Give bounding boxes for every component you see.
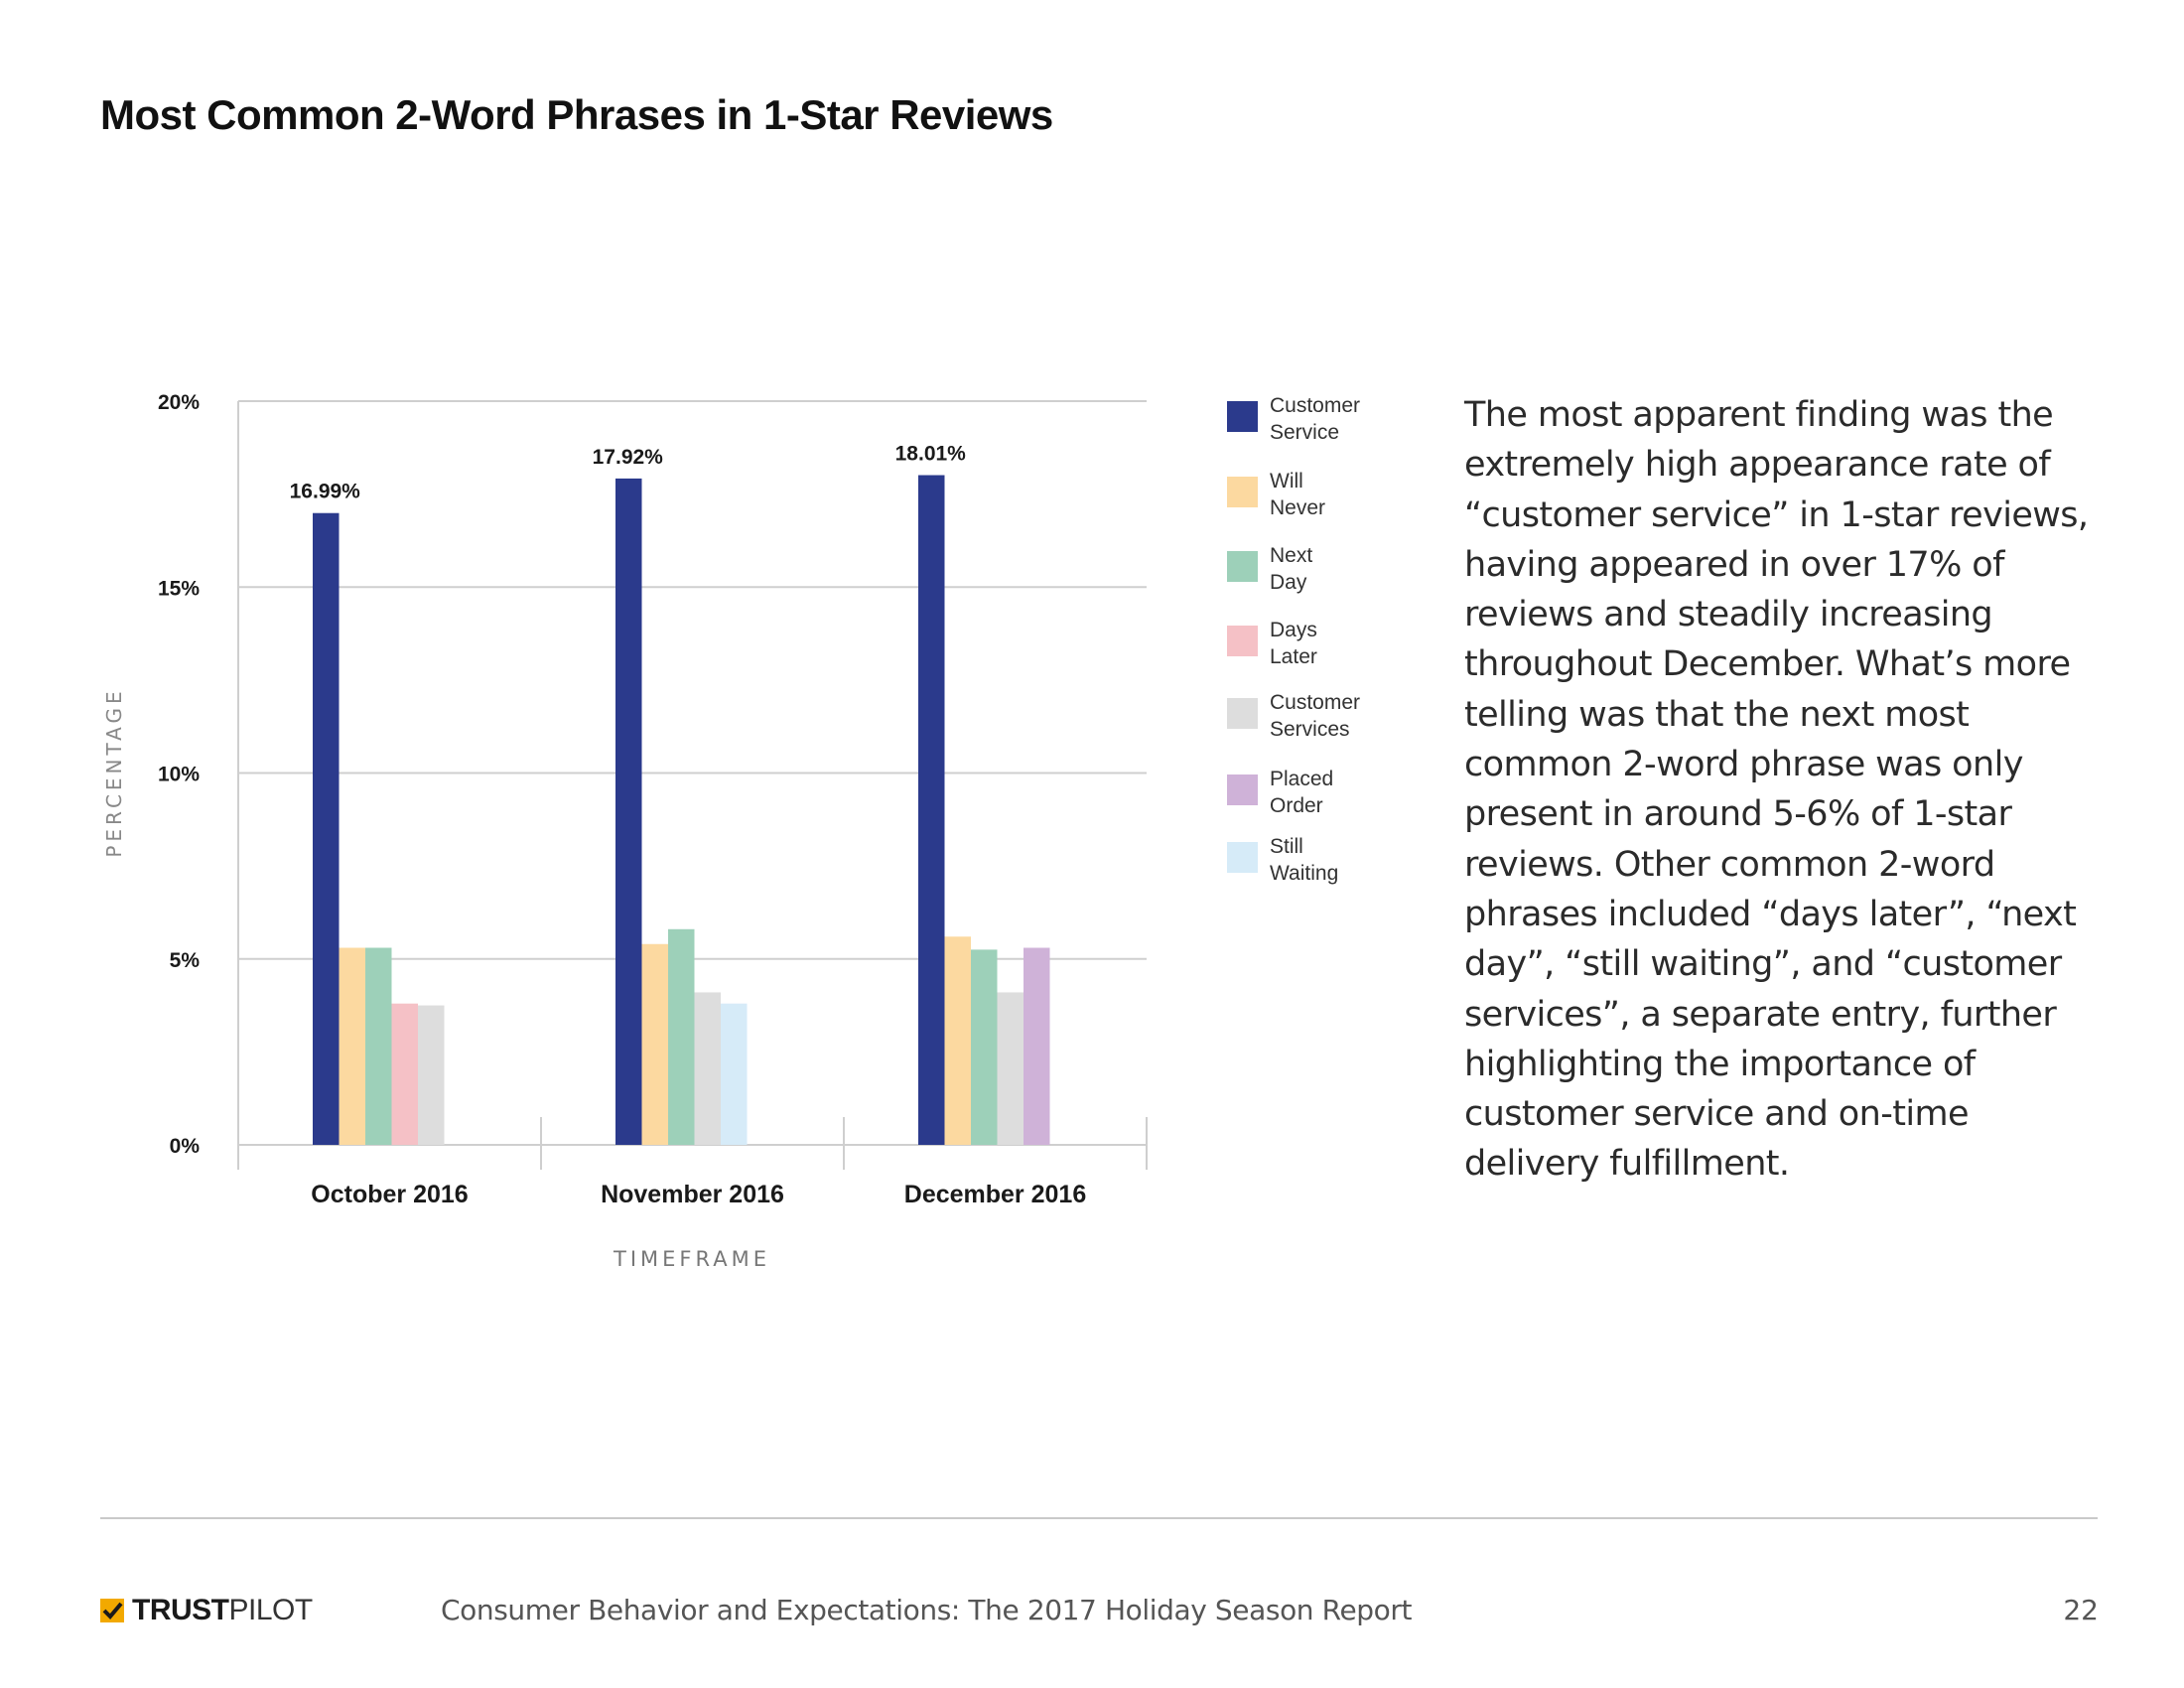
legend-swatch	[1227, 842, 1258, 873]
page-title: Most Common 2-Word Phrases in 1-Star Rev…	[100, 91, 1053, 138]
y-tick-label: 10%	[158, 764, 200, 786]
legend-item-placed-order: Placed Order	[1227, 766, 1399, 819]
bar	[641, 943, 668, 1145]
y-tick-label: 15%	[158, 577, 200, 600]
trustpilot-logo: TRUSTPILOT	[100, 1594, 313, 1627]
x-tick-label: October 2016	[311, 1181, 468, 1208]
legend-label: Still Waiting	[1270, 835, 1339, 885]
bar	[944, 936, 971, 1145]
bar	[391, 1003, 418, 1145]
bar	[694, 992, 721, 1145]
legend-label: Customer Service	[1270, 394, 1361, 444]
y-tick-label: 0%	[170, 1135, 201, 1158]
check-icon	[100, 1599, 124, 1622]
bar	[339, 947, 365, 1145]
legend-swatch	[1227, 698, 1258, 729]
legend-item-customer-service: Customer Service	[1227, 392, 1399, 446]
data-label: 16.99%	[290, 481, 361, 503]
chart-labels: 0% 5% 10% 15% 20% October 2016 November 2016 De…	[102, 391, 1086, 1271]
report-title: Consumer Behavior and Expectations: The …	[441, 1594, 1413, 1626]
legend-label: Next Day	[1270, 544, 1313, 594]
bar	[418, 1005, 445, 1145]
x-tick-label: November 2016	[601, 1181, 784, 1208]
logo-wordmark: TRUSTPILOT	[132, 1594, 313, 1626]
x-axis-title: TIMEFRAME	[613, 1247, 770, 1271]
legend-label: Placed Order	[1270, 768, 1334, 817]
data-label: 18.01%	[895, 443, 967, 466]
bar	[997, 992, 1024, 1145]
bar	[615, 478, 642, 1145]
bar	[668, 928, 695, 1145]
page-number: 22	[2063, 1594, 2099, 1626]
data-label: 17.92%	[593, 446, 664, 469]
legend-item-next-day: Next Day	[1227, 542, 1399, 596]
y-tick-label: 20%	[158, 391, 200, 414]
bar	[313, 512, 340, 1145]
legend-item-will-never: Will Never	[1227, 468, 1399, 521]
chart-bars	[313, 475, 1050, 1145]
legend-swatch	[1227, 551, 1258, 582]
legend-label: Days Later	[1270, 619, 1317, 668]
legend-item-customer-services: Customer Services	[1227, 689, 1399, 743]
y-axis-title: PERCENTAGE	[102, 687, 126, 857]
chart-axes	[237, 401, 1148, 1170]
bar	[365, 947, 392, 1145]
body-paragraph: The most apparent finding was the extrem…	[1464, 395, 2089, 1185]
legend-swatch	[1227, 774, 1258, 805]
bar	[918, 475, 945, 1145]
bar	[971, 949, 998, 1145]
legend-label: Will Never	[1270, 470, 1326, 519]
legend-item-still-waiting: Still Waiting	[1227, 833, 1399, 887]
legend-swatch	[1227, 401, 1258, 432]
x-tick-label: December 2016	[904, 1181, 1086, 1208]
bar	[1024, 947, 1050, 1145]
bar	[721, 1003, 748, 1145]
legend-swatch	[1227, 626, 1258, 656]
legend-swatch	[1227, 477, 1258, 507]
footer-divider	[100, 1517, 2098, 1519]
legend-label: Customer Services	[1270, 691, 1361, 741]
legend-item-days-later: Days Later	[1227, 617, 1399, 670]
bar-chart: 0% 5% 10% 15% 20% October 2016 November 2016 De…	[102, 391, 1148, 1271]
y-tick-label: 5%	[170, 949, 201, 972]
